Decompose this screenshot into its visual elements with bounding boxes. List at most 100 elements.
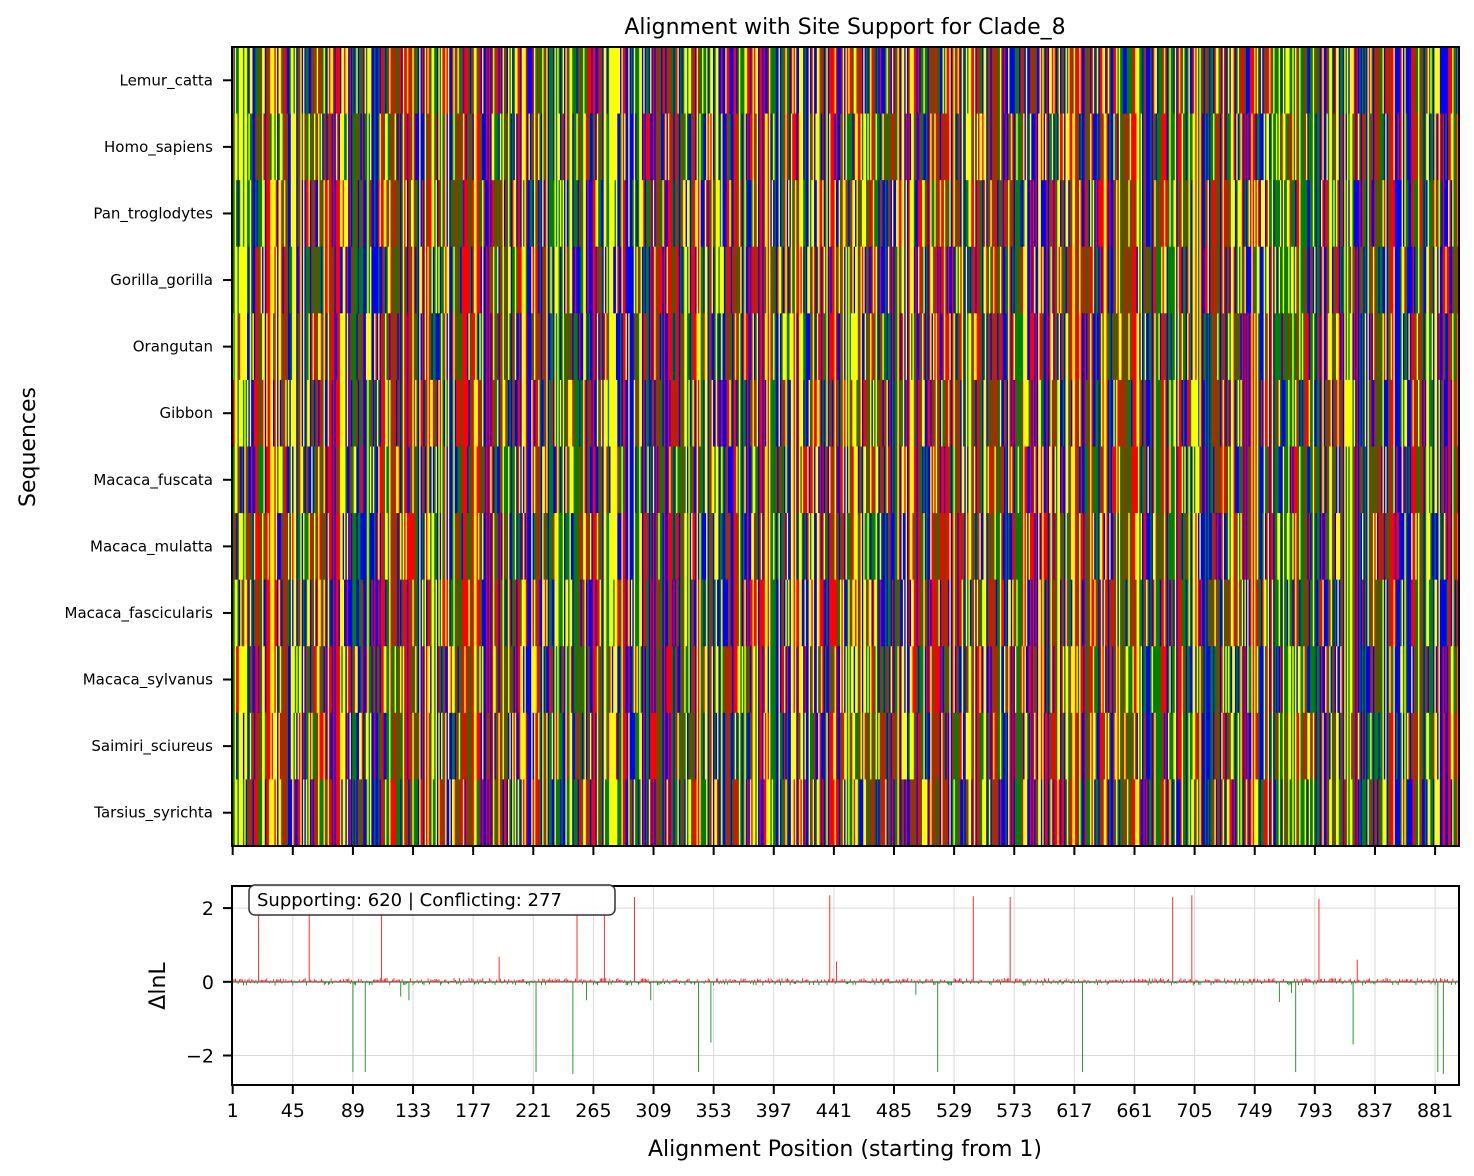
alignment-cell xyxy=(726,313,730,381)
alignment-cell xyxy=(1387,246,1390,314)
alignment-cell xyxy=(819,113,822,181)
alignment-cell xyxy=(402,180,405,248)
alignment-cell xyxy=(436,446,439,514)
alignment-cell xyxy=(1266,47,1270,115)
alignment-cell xyxy=(677,113,680,181)
alignment-cell xyxy=(894,379,898,447)
alignment-cell xyxy=(1423,379,1426,447)
alignment-cell xyxy=(1161,379,1165,447)
alignment-cell xyxy=(874,379,876,447)
alignment-cell xyxy=(431,113,435,181)
alignment-cell xyxy=(609,513,618,581)
alignment-cell xyxy=(1402,113,1405,181)
alignment-cell xyxy=(1090,180,1092,248)
alignment-cell xyxy=(505,113,508,181)
alignment-cell xyxy=(1237,180,1243,248)
alignment-cell xyxy=(986,446,989,514)
alignment-cell xyxy=(866,379,868,447)
alignment-cell xyxy=(309,180,312,248)
alignment-cell xyxy=(887,379,890,447)
alignment-cell xyxy=(461,180,464,248)
alignment-cell xyxy=(1188,180,1191,248)
alignment-cell xyxy=(402,446,405,514)
alignment-cell xyxy=(454,47,457,115)
alignment-cell xyxy=(546,47,549,115)
alignment-cell xyxy=(961,113,964,181)
alignment-cell xyxy=(417,313,420,381)
alignment-cell xyxy=(320,180,323,248)
alignment-cell xyxy=(1117,113,1120,181)
alignment-cell xyxy=(1202,113,1206,181)
alignment-cell xyxy=(759,379,763,447)
alignment-cell xyxy=(1182,180,1187,248)
alignment-cell xyxy=(283,513,288,581)
alignment-cell xyxy=(786,47,790,115)
alignment-cell xyxy=(1334,47,1337,115)
alignment-cell xyxy=(283,180,286,248)
alignment-cell xyxy=(1021,246,1024,314)
alignment-cell xyxy=(751,47,753,115)
alignment-cell xyxy=(554,379,557,447)
alignment-cell xyxy=(301,113,304,181)
alignment-cell xyxy=(1099,446,1102,514)
alignment-cell xyxy=(482,113,487,181)
alignment-cell xyxy=(932,313,935,381)
alignment-cell xyxy=(274,446,277,514)
alignment-cell xyxy=(972,379,975,447)
alignment-cell xyxy=(819,446,822,514)
alignment-cell xyxy=(953,313,956,381)
alignment-cell xyxy=(968,47,972,115)
alignment-cell xyxy=(472,246,475,314)
alignment-cell xyxy=(717,313,719,381)
alignment-cell xyxy=(1315,47,1318,115)
alignment-cell xyxy=(335,47,341,115)
alignment-cell xyxy=(721,379,723,447)
alignment-cell xyxy=(938,446,941,514)
alignment-cell xyxy=(730,246,733,314)
alignment-cell xyxy=(662,379,665,447)
alignment-cell xyxy=(793,47,796,115)
alignment-cell xyxy=(1304,379,1310,447)
alignment-cell xyxy=(426,113,428,181)
alignment-cell xyxy=(270,246,275,314)
alignment-cell xyxy=(931,379,934,447)
alignment-cell xyxy=(860,379,863,447)
alignment-cell xyxy=(1389,246,1394,314)
alignment-cell xyxy=(825,379,827,447)
alignment-cell xyxy=(764,313,769,381)
alignment-cell xyxy=(1439,113,1442,181)
alignment-cell xyxy=(320,47,323,115)
alignment-cell xyxy=(1065,180,1069,248)
alignment-cell xyxy=(982,313,984,381)
alignment-cell xyxy=(1043,379,1047,447)
alignment-cell xyxy=(1256,246,1260,314)
alignment-cell xyxy=(635,47,640,115)
alignment-cell xyxy=(1355,47,1357,115)
alignment-cell xyxy=(453,513,456,581)
alignment-cell xyxy=(326,446,329,514)
alignment-cell xyxy=(934,113,937,181)
alignment-cell xyxy=(1356,379,1359,447)
alignment-cell xyxy=(747,113,749,181)
alignment-cell xyxy=(298,47,301,115)
alignment-cell xyxy=(1017,446,1020,514)
alignment-cell xyxy=(1428,246,1431,314)
alignment-cell xyxy=(1120,47,1124,115)
alignment-cell xyxy=(346,246,349,314)
alignment-cell xyxy=(1340,379,1342,447)
alignment-cell xyxy=(1126,180,1129,248)
alignment-cell xyxy=(1400,246,1403,314)
alignment-cell xyxy=(1226,113,1232,181)
alignment-cell xyxy=(255,446,259,514)
alignment-cell xyxy=(1155,113,1158,181)
alignment-cell xyxy=(308,513,311,581)
alignment-cell xyxy=(684,513,688,581)
alignment-cell xyxy=(881,379,883,447)
alignment-cell xyxy=(850,180,853,248)
alignment-cell xyxy=(745,113,748,181)
alignment-cell xyxy=(625,113,629,181)
alignment-cell xyxy=(911,313,913,381)
alignment-cell xyxy=(1366,313,1368,381)
alignment-cell xyxy=(319,47,322,115)
alignment-cell xyxy=(286,513,289,581)
